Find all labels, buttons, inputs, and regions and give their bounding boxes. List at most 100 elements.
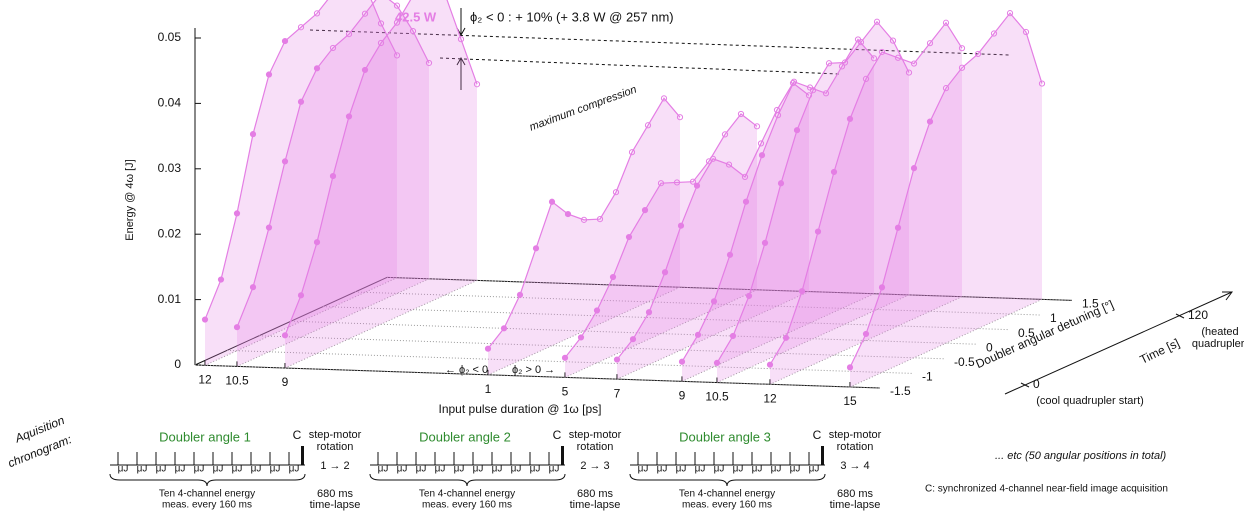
data-point <box>313 10 321 17</box>
x-tick-label: 12 <box>198 373 212 387</box>
data-point <box>329 172 337 180</box>
data-point <box>678 358 686 365</box>
data-point <box>830 168 838 176</box>
unit-label: μJ <box>809 464 820 475</box>
data-point <box>249 284 257 291</box>
unit-label: μJ <box>194 464 205 475</box>
data-point <box>484 345 492 352</box>
data-point <box>425 59 433 67</box>
data-point <box>660 95 668 102</box>
unit-label: μJ <box>416 464 427 475</box>
data-point <box>473 81 481 88</box>
x-axis-label: Input pulse duration @ 1ω [ps] <box>439 402 602 416</box>
x-tick-label: 9 <box>679 389 686 403</box>
data-point <box>1006 10 1014 17</box>
data-point <box>377 20 385 27</box>
y-tick-label: 0 <box>174 357 181 371</box>
data-point <box>713 359 721 367</box>
time-note: (heated <box>1201 326 1238 338</box>
grid-line <box>386 276 1073 301</box>
curve-area <box>488 98 680 375</box>
y-tick-label: 0.01 <box>158 292 182 306</box>
data-point <box>593 307 601 314</box>
unit-label: μJ <box>232 464 243 475</box>
data-point <box>862 75 870 83</box>
x-tick-label: 15 <box>843 394 857 408</box>
c-label: C <box>293 428 302 442</box>
lapse-note: time-lapse <box>570 499 621 511</box>
z-tick-label: 0 <box>986 340 993 354</box>
data-point <box>297 98 305 105</box>
data-point <box>661 269 669 276</box>
meas-note: meas. every 160 ms <box>162 500 252 511</box>
data-point <box>612 189 620 196</box>
z-tick-label: 1 <box>1050 311 1057 325</box>
data-point <box>721 131 729 138</box>
data-point <box>726 251 734 258</box>
unit-label: μJ <box>137 464 148 475</box>
unit-label: μJ <box>473 464 484 475</box>
etc-note: ... etc (50 angular positions in total) <box>995 450 1167 462</box>
data-point <box>361 66 369 74</box>
time-tick-label: 120 <box>1188 308 1208 322</box>
x-tick-label: 5 <box>562 385 569 399</box>
unit-label: μJ <box>270 464 281 475</box>
data-point <box>894 54 902 61</box>
unit-label: μJ <box>657 464 668 475</box>
angle-title: Doubler angle 3 <box>679 429 771 444</box>
data-point <box>798 288 806 295</box>
chirp-neg: ← ϕ₂ < 0 <box>445 364 488 376</box>
data-point <box>377 39 385 47</box>
curve-area <box>205 0 397 366</box>
data-point <box>313 65 321 72</box>
time-axis <box>1004 291 1233 395</box>
lapse-note: 680 ms <box>317 488 354 500</box>
data-point <box>361 10 369 17</box>
data-point <box>777 180 785 187</box>
data-point <box>753 123 761 130</box>
unit-label: μJ <box>156 464 167 475</box>
data-point <box>580 216 588 223</box>
data-point <box>846 364 854 371</box>
data-point <box>774 112 782 119</box>
c-note: C: synchronized 4-channel near-field ima… <box>925 484 1168 495</box>
time-tick <box>1175 313 1185 319</box>
category-grid-line <box>681 293 875 382</box>
c-label: C <box>813 428 822 442</box>
y-tick-label: 0.03 <box>158 161 182 175</box>
brace <box>369 473 566 487</box>
lapse-note: time-lapse <box>830 499 881 511</box>
data-point <box>677 222 685 229</box>
data-point <box>789 79 797 87</box>
data-point <box>673 179 681 186</box>
x-tick-label: 9 <box>282 375 289 389</box>
motor-note: step-motor <box>569 429 622 441</box>
meas-note: Ten 4-channel energy <box>159 489 255 500</box>
meas-note: Ten 4-channel energy <box>679 489 775 500</box>
unit-label: μJ <box>251 464 262 475</box>
category-grid-line <box>487 286 681 376</box>
data-point <box>958 64 966 71</box>
lapse-note: 680 ms <box>837 488 874 500</box>
unit-label: μJ <box>397 464 408 475</box>
category-grid-line <box>616 291 810 380</box>
category-grid-line <box>716 294 910 383</box>
z-tick-label: -1.5 <box>890 384 911 398</box>
camera-mark <box>821 446 824 465</box>
data-point <box>905 69 913 76</box>
camera-mark <box>301 446 304 465</box>
data-point <box>846 115 854 123</box>
y-tick-label: 0.02 <box>158 226 182 240</box>
data-point <box>737 110 745 118</box>
data-point <box>862 330 870 338</box>
data-point <box>265 71 273 78</box>
data-point <box>741 173 749 180</box>
category-grid-line <box>769 296 963 385</box>
unit-label: μJ <box>289 464 300 475</box>
lapse-note: time-lapse <box>310 499 361 511</box>
data-point <box>548 198 556 205</box>
data-point <box>910 165 918 172</box>
data-point <box>561 354 569 361</box>
meas-note: meas. every 160 ms <box>422 500 512 511</box>
data-point <box>645 309 653 316</box>
